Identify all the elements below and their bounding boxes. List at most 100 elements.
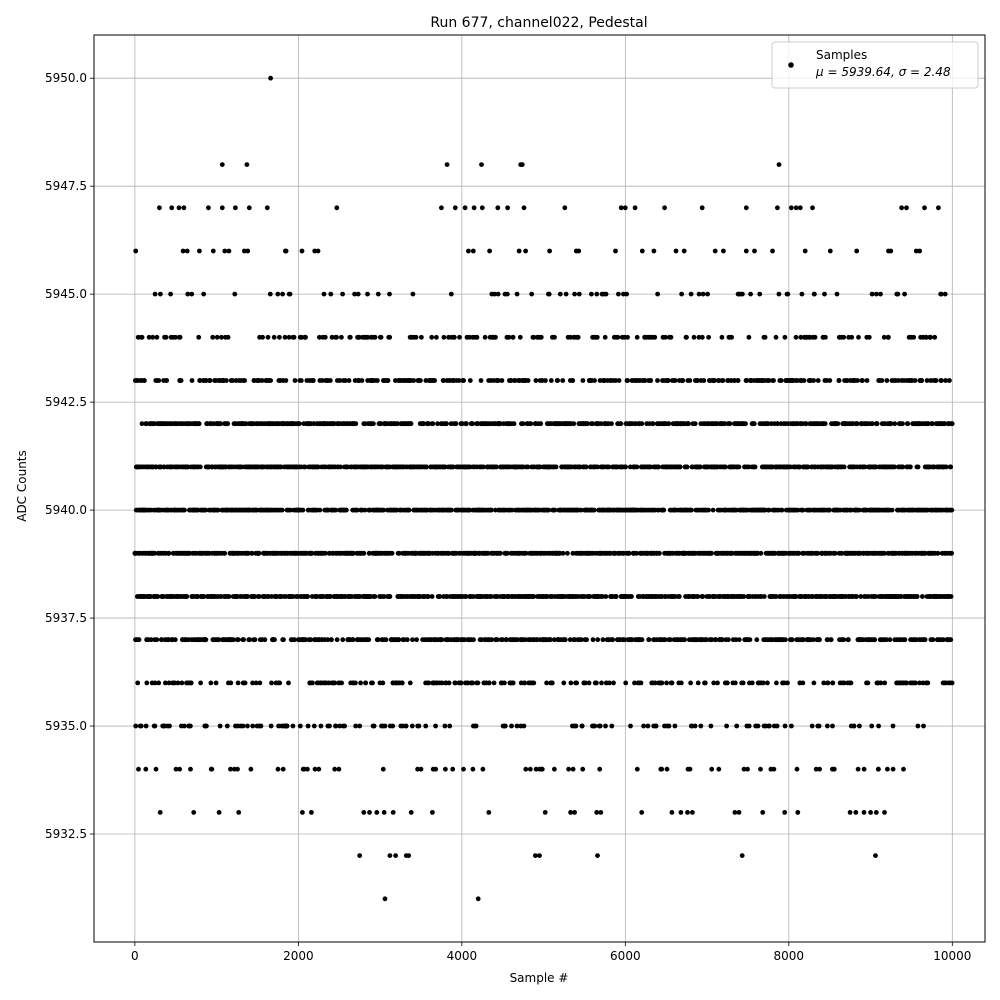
data-point: [740, 291, 745, 297]
data-point: [746, 723, 752, 729]
data-point: [626, 550, 632, 556]
data-point: [242, 248, 247, 254]
data-point: [855, 766, 861, 772]
data-point: [504, 637, 509, 643]
data-point: [286, 680, 291, 686]
data-point: [603, 291, 609, 297]
data-point: [169, 205, 175, 211]
data-point: [930, 637, 936, 643]
data-point: [222, 550, 228, 556]
data-point: [444, 421, 449, 427]
data-point: [365, 291, 370, 297]
data-point: [424, 464, 429, 470]
data-point: [655, 378, 660, 383]
data-point: [235, 766, 240, 772]
data-point: [404, 637, 410, 643]
data-point: [485, 550, 491, 556]
data-point: [766, 507, 772, 513]
data-point: [350, 637, 356, 643]
data-point: [684, 464, 690, 470]
data-point: [560, 550, 566, 556]
data-point: [272, 637, 277, 643]
data-point: [139, 421, 145, 427]
data-point: [327, 378, 333, 383]
data-point: [752, 464, 758, 470]
data-point: [372, 334, 378, 340]
data-point: [346, 378, 352, 383]
data-point: [841, 464, 847, 470]
data-point: [666, 723, 672, 729]
data-point: [154, 334, 160, 340]
data-point: [935, 550, 941, 556]
data-point: [509, 723, 514, 729]
data-point: [652, 334, 658, 340]
data-point: [411, 378, 417, 383]
data-point: [595, 464, 600, 470]
data-point: [583, 464, 589, 470]
data-point: [433, 766, 439, 772]
data-point: [949, 550, 954, 556]
data-point: [461, 378, 466, 383]
data-point: [210, 248, 216, 254]
data-point: [305, 723, 311, 729]
data-point: [895, 291, 901, 297]
data-point: [566, 766, 571, 772]
data-point: [699, 205, 705, 211]
data-point: [830, 723, 835, 729]
data-point: [902, 637, 908, 643]
data-point: [553, 464, 559, 470]
data-point: [948, 637, 954, 643]
data-point: [473, 723, 479, 729]
data-point: [268, 75, 273, 81]
data-point: [646, 637, 652, 643]
data-point: [188, 766, 193, 772]
data-point: [758, 550, 764, 556]
data-point: [252, 637, 258, 643]
data-point: [533, 766, 539, 772]
data-point: [938, 291, 944, 297]
data-point: [765, 421, 771, 427]
data-point: [889, 507, 895, 513]
data-point: [302, 464, 308, 470]
data-point: [901, 766, 906, 772]
data-point: [353, 723, 359, 729]
data-point: [222, 248, 228, 254]
data-point: [947, 378, 952, 383]
data-point: [414, 637, 419, 643]
data-point: [813, 766, 819, 772]
data-point: [632, 205, 638, 211]
data-point: [639, 248, 645, 254]
data-point: [525, 464, 531, 470]
data-point: [336, 766, 342, 772]
data-point: [456, 378, 462, 383]
data-point: [367, 550, 372, 556]
data-point: [548, 637, 553, 643]
data-point: [841, 637, 847, 643]
data-point: [378, 421, 384, 427]
data-point: [757, 291, 763, 297]
data-point: [482, 334, 488, 340]
data-point: [160, 594, 166, 599]
data-point: [418, 766, 424, 772]
data-point: [226, 594, 232, 599]
data-point: [551, 637, 557, 643]
data-point: [166, 680, 172, 686]
data-point: [197, 248, 202, 254]
data-point: [426, 680, 432, 686]
data-point: [299, 248, 305, 254]
data-point: [475, 680, 481, 686]
data-point: [448, 291, 454, 297]
data-point: [332, 766, 338, 772]
data-point: [568, 680, 574, 686]
data-point: [876, 766, 881, 772]
data-point: [676, 594, 682, 599]
data-point: [359, 378, 365, 383]
data-point: [432, 378, 437, 383]
data-point: [943, 378, 948, 383]
data-point: [776, 162, 782, 168]
data-point: [705, 291, 710, 297]
data-point: [246, 205, 252, 211]
data-point: [915, 464, 921, 470]
data-point: [925, 680, 931, 686]
data-point: [337, 723, 342, 729]
